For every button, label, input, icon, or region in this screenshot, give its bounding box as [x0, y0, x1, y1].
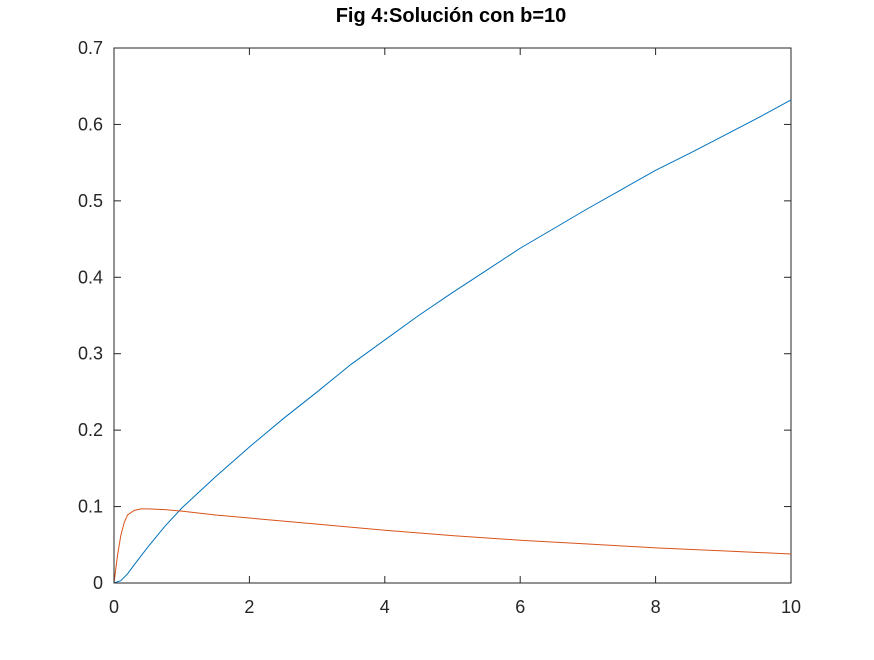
y-tick-label: 0	[93, 573, 103, 593]
y-tick-label: 0.4	[78, 267, 103, 287]
x-tick-label: 10	[781, 597, 801, 617]
x-tick-label: 0	[109, 597, 119, 617]
series-2-line	[113, 508, 792, 584]
y-tick-label: 0.3	[78, 344, 103, 364]
x-tick-label: 2	[244, 597, 254, 617]
y-tick-label: 0.1	[78, 497, 103, 517]
x-tick-label: 6	[515, 597, 525, 617]
series-1-line	[113, 99, 792, 584]
chart-title: Fig 4:Solución con b=10	[336, 5, 567, 27]
y-tick-label: 0.2	[78, 420, 103, 440]
series-layer	[113, 99, 792, 584]
x-tick-label: 8	[651, 597, 661, 617]
ticks-layer: 0 2 4 6 8 10 0 0.1 0.2 0.3 0.4 0.5 0.6 0.7	[78, 38, 801, 617]
y-tick-label: 0.7	[78, 38, 103, 58]
plot-area-frame	[113, 47, 792, 584]
x-tick-label: 4	[380, 597, 390, 617]
y-tick-label: 0.6	[78, 114, 103, 134]
y-tick-label: 0.5	[78, 191, 103, 211]
